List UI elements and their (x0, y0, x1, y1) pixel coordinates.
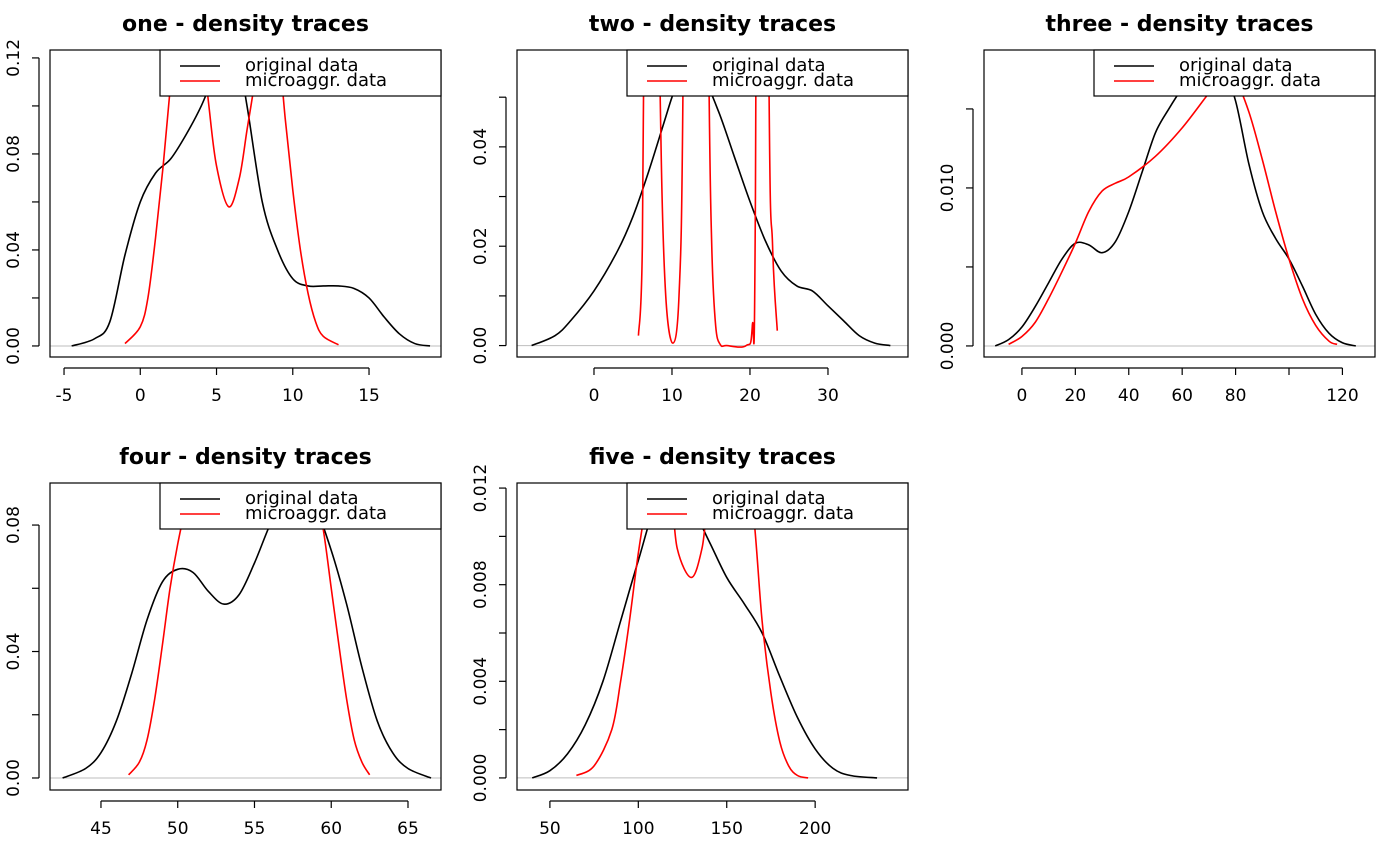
x-tick-label: 60 (320, 819, 342, 839)
x-tick-label: 55 (244, 819, 266, 839)
x-tick-label: 50 (539, 819, 561, 839)
x-tick-label: 20 (1065, 386, 1087, 406)
y-tick-label: 0.00 (471, 327, 491, 365)
x-tick-label: 100 (622, 819, 654, 839)
y-tick-label: 0.004 (471, 657, 491, 706)
y-tick-label: 0.010 (938, 164, 958, 213)
chart-title: three - density traces (1045, 12, 1313, 37)
panel: four - density traces 45 50 55 60 65 0.00 0.04 0… (4, 445, 442, 839)
plot-area (71, 50, 431, 347)
x-tick-label: -5 (56, 386, 73, 406)
y-tick-label: 0.00 (4, 327, 24, 365)
legend-label: original data (245, 55, 359, 76)
legend-label: microaggr. data (245, 70, 387, 91)
legend-box (1093, 49, 1376, 97)
x-tick-label: 60 (1171, 386, 1193, 406)
y-tick-label: 0.04 (471, 128, 491, 166)
x-tick-label: 20 (739, 386, 761, 406)
x-tick-label: 45 (90, 819, 112, 839)
legend-label: microaggr. data (712, 70, 854, 91)
x-tick-label: 5 (211, 386, 222, 406)
x-tick-label: 120 (1326, 386, 1358, 406)
y-tick-label: 0.04 (4, 633, 24, 671)
x-tick-label: 50 (167, 819, 189, 839)
plot-area (62, 483, 432, 779)
density-line (127, 483, 371, 776)
density-line (576, 483, 809, 779)
legend-box (626, 49, 909, 97)
y-tick-label: 0.012 (471, 464, 491, 513)
density-line (994, 60, 1356, 347)
chart-title: one - density traces (122, 12, 369, 37)
legend-label: original data (245, 488, 359, 509)
legend-label: original data (712, 55, 826, 76)
panel: one - density traces -5 0 5 10 15 0.00 0.04 0.08… (4, 12, 442, 406)
panel: two - density traces 0 10 20 30 0.00 0.02 0.04 o… (471, 12, 909, 406)
x-tick-label: 0 (135, 386, 146, 406)
x-tick-label: 65 (397, 819, 419, 839)
legend-label: microaggr. data (245, 503, 387, 524)
legend-label: original data (1179, 55, 1293, 76)
chart-title: four - density traces (119, 445, 371, 470)
chart-title: two - density traces (589, 12, 836, 37)
density-line (1008, 75, 1338, 346)
y-tick-label: 0.04 (4, 231, 24, 269)
legend-box (159, 482, 442, 530)
x-tick-label: 150 (711, 819, 743, 839)
y-tick-label: 0.00 (4, 759, 24, 797)
plot-area (994, 60, 1356, 347)
y-tick-label: 0.08 (4, 506, 24, 544)
density-line (62, 489, 432, 779)
legend-box (626, 482, 909, 530)
density-line (71, 60, 431, 347)
panel: three - density traces 0 20 40 60 80 120 0.000 0… (938, 12, 1376, 406)
legend-label: original data (712, 488, 826, 509)
y-tick-label: 0.000 (471, 754, 491, 803)
density-line (531, 494, 878, 779)
chart-title: five - density traces (589, 445, 836, 470)
y-tick-label: 0.12 (4, 39, 24, 77)
x-tick-label: 200 (799, 819, 831, 839)
legend-label: microaggr. data (1179, 70, 1321, 91)
x-tick-label: 30 (817, 386, 839, 406)
y-tick-label: 0.08 (4, 135, 24, 173)
x-tick-label: 40 (1118, 386, 1140, 406)
panel: five - density traces 50 100 150 200 0.000 0.0… (471, 445, 909, 839)
y-tick-label: 0.000 (938, 322, 958, 371)
y-tick-label: 0.02 (471, 227, 491, 265)
x-tick-label: 0 (589, 386, 600, 406)
x-tick-label: 15 (358, 386, 380, 406)
y-tick-label: 0.008 (471, 560, 491, 609)
density-line (124, 50, 339, 346)
x-tick-label: 10 (282, 386, 304, 406)
x-tick-label: 10 (661, 386, 683, 406)
x-tick-label: 80 (1225, 386, 1247, 406)
x-tick-label: 0 (1017, 386, 1028, 406)
legend-label: microaggr. data (712, 503, 854, 524)
legend-box (159, 49, 442, 97)
